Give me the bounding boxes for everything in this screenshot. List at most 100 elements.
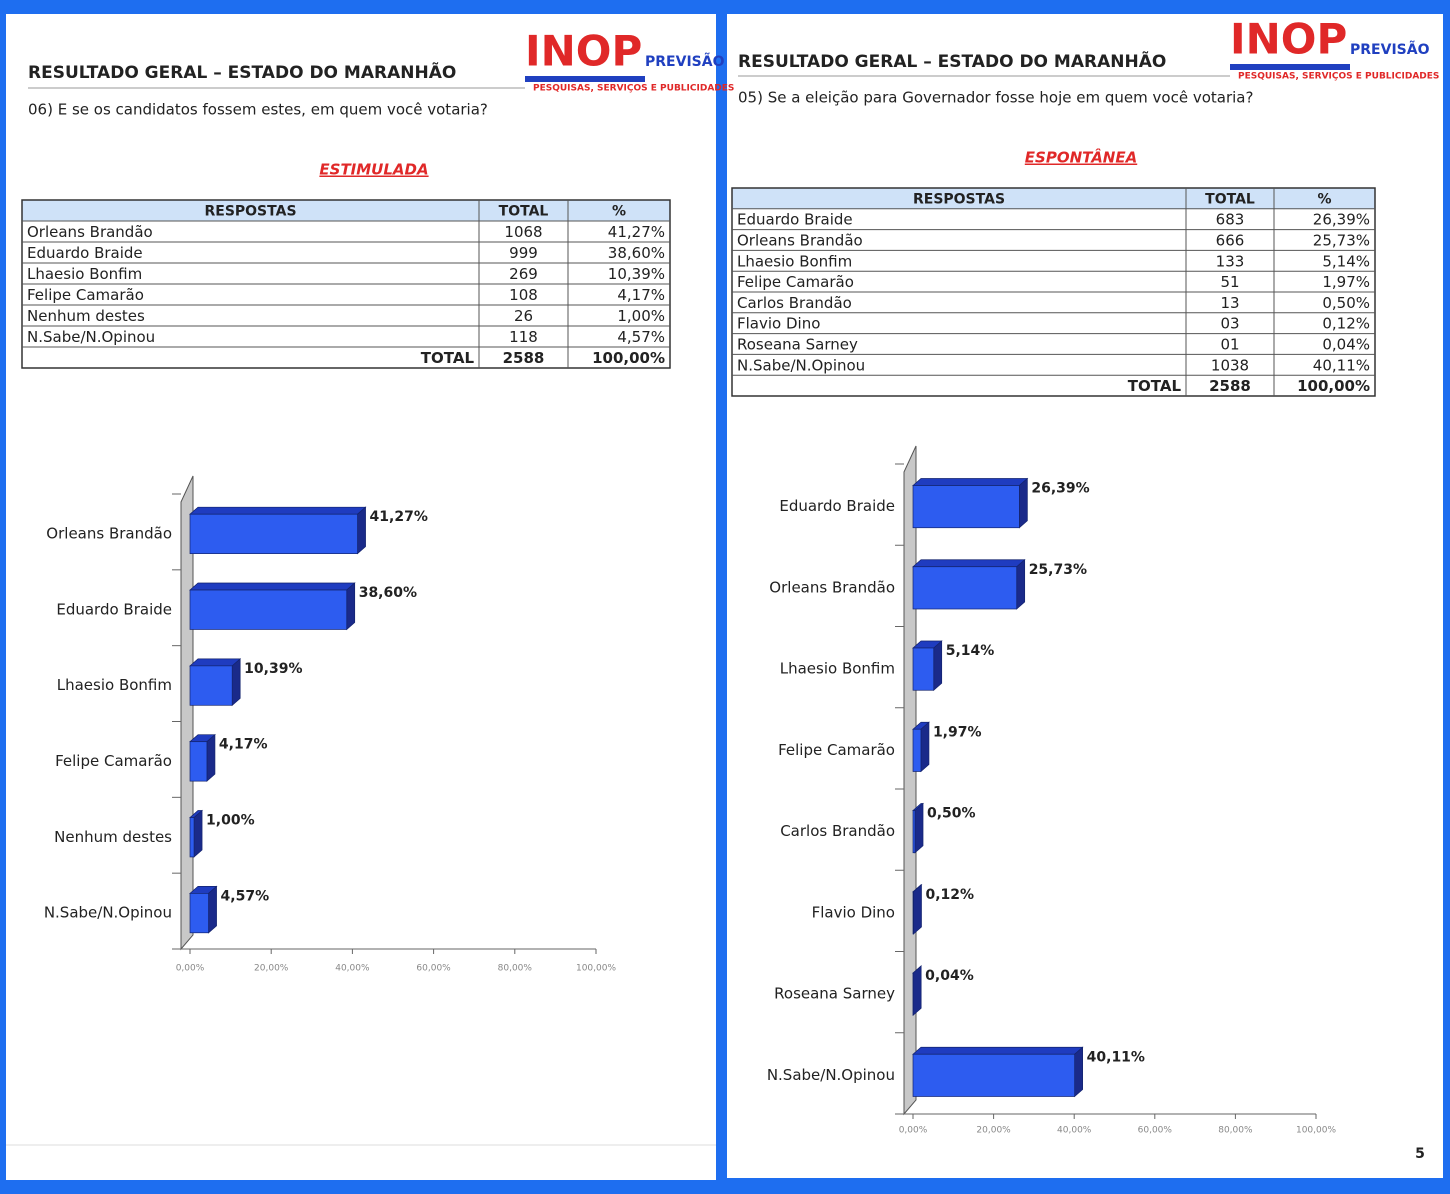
value-label: 4,17% — [219, 737, 268, 753]
table-cell: 269 — [509, 265, 538, 283]
table-cell: Flavio Dino — [737, 315, 820, 333]
table-cell: 0,12% — [1322, 315, 1370, 333]
bar-side — [913, 883, 922, 935]
value-label: 10,39% — [244, 661, 302, 677]
bar-top — [912, 1046, 1084, 1055]
table-cell: 118 — [509, 328, 538, 346]
x-tick-label: 80,00% — [498, 964, 533, 974]
category-label: Orleans Brandão — [769, 578, 895, 596]
value-label: 4,57% — [221, 888, 270, 904]
x-tick-label: 100,00% — [1296, 1126, 1336, 1136]
bar-side — [231, 658, 241, 707]
survey-mode: ESPONTÂNEA — [1025, 148, 1137, 167]
table-cell: 4,57% — [617, 328, 665, 346]
bar-side — [933, 640, 943, 692]
table-cell: 1,97% — [1322, 273, 1370, 291]
bar — [189, 589, 348, 630]
table-cell: Lhaesio Bonfim — [737, 252, 852, 270]
x-tick-label: 0,00% — [176, 964, 205, 974]
value-label: 1,00% — [206, 813, 255, 829]
value-label: 1,97% — [933, 724, 982, 740]
table-cell: 38,60% — [608, 244, 665, 262]
table-cell: Lhaesio Bonfim — [27, 265, 142, 283]
category-label: Lhaesio Bonfim — [57, 676, 172, 694]
table-cell: TOTAL — [421, 349, 475, 367]
table-cell: 1,00% — [617, 307, 665, 325]
category-label: Roseana Sarney — [774, 985, 895, 1003]
table-header-cell: TOTAL — [1205, 191, 1255, 207]
category-label: Carlos Brandão — [780, 822, 895, 840]
value-label: 25,73% — [1029, 562, 1087, 578]
bar-side — [1019, 477, 1028, 529]
table-cell: Roseana Sarney — [737, 336, 858, 354]
page-title: RESULTADO GERAL – ESTADO DO MARANHÃO — [28, 60, 456, 83]
table-header-bg — [22, 200, 670, 221]
x-tick-label: 60,00% — [416, 964, 451, 974]
bar-side — [1016, 558, 1026, 610]
bar-top — [912, 478, 1029, 486]
x-tick-label: 100,00% — [576, 964, 616, 974]
table-cell: Nenhum destes — [27, 307, 145, 325]
table-cell: Carlos Brandão — [737, 294, 852, 312]
table-cell: 10,39% — [608, 265, 665, 283]
bar — [189, 741, 208, 782]
value-label: 38,60% — [359, 585, 417, 601]
table-cell: Eduardo Braide — [27, 244, 143, 262]
category-label: Felipe Camarão — [55, 752, 172, 770]
value-label: 5,14% — [946, 643, 995, 659]
table-cell: 26,39% — [1313, 211, 1370, 229]
table-header-bg — [732, 188, 1375, 209]
table-cell: 0,50% — [1322, 294, 1370, 312]
table-cell: N.Sabe/N.Opinou — [27, 328, 155, 346]
table-cell: 108 — [509, 286, 538, 304]
bar-side — [357, 506, 366, 555]
table-cell: 1068 — [504, 223, 542, 241]
bar — [912, 647, 935, 691]
bar — [189, 817, 195, 858]
table-cell: 13 — [1220, 294, 1239, 312]
bar — [912, 1053, 1075, 1097]
bar — [189, 893, 209, 934]
table-cell: Orleans Brandão — [737, 232, 863, 250]
bar-side — [346, 582, 356, 631]
page-title: RESULTADO GERAL – ESTADO DO MARANHÃO — [738, 49, 1166, 72]
table-cell: TOTAL — [1128, 377, 1182, 395]
category-label: Eduardo Braide — [56, 600, 172, 618]
table-header-cell: TOTAL — [499, 204, 549, 220]
page-number: 5 — [1415, 1146, 1425, 1162]
table-cell: 40,11% — [1313, 356, 1370, 374]
x-tick-label: 60,00% — [1138, 1126, 1173, 1136]
survey-mode: ESTIMULADA — [319, 161, 428, 179]
value-label: 0,04% — [925, 968, 974, 984]
x-tick-label: 40,00% — [335, 964, 370, 974]
x-tick-label: 80,00% — [1218, 1126, 1253, 1136]
category-label: Orleans Brandão — [46, 524, 172, 542]
x-tick-label: 40,00% — [1057, 1126, 1092, 1136]
logo-sub: PREVISÃO — [645, 53, 725, 70]
x-tick-label: 0,00% — [899, 1126, 928, 1136]
bar — [912, 810, 916, 854]
table-cell: 41,27% — [608, 223, 665, 241]
table-header-cell: % — [1317, 191, 1331, 207]
bar — [189, 665, 233, 706]
table-cell: Orleans Brandão — [27, 223, 153, 241]
bar-side — [914, 802, 924, 854]
logo-band — [1230, 64, 1350, 70]
table-cell: 0,04% — [1322, 336, 1370, 354]
question: 06) E se os candidatos fossem estes, em … — [28, 101, 488, 119]
bar-top — [189, 658, 242, 667]
value-label: 26,39% — [1031, 481, 1089, 497]
category-label: N.Sabe/N.Opinou — [44, 904, 172, 922]
table-cell: Felipe Camarão — [27, 286, 144, 304]
logo-sub: PREVISÃO — [1350, 41, 1430, 58]
x-tick-label: 20,00% — [254, 964, 289, 974]
table-cell: N.Sabe/N.Opinou — [737, 356, 865, 374]
value-label: 0,50% — [927, 806, 976, 822]
table-cell: 5,14% — [1322, 252, 1370, 270]
table-cell: 999 — [509, 244, 538, 262]
table-cell: 51 — [1220, 273, 1239, 291]
bar-side — [208, 885, 217, 934]
bar-top — [189, 582, 356, 591]
table-cell: 03 — [1220, 315, 1239, 333]
